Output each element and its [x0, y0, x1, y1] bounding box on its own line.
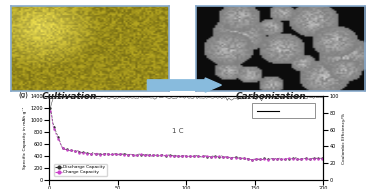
Text: (g): (g)	[19, 91, 29, 98]
Y-axis label: Specific Capacity in mAh g⁻¹: Specific Capacity in mAh g⁻¹	[23, 107, 27, 169]
Y-axis label: Coulombic Efficiency/%: Coulombic Efficiency/%	[342, 112, 346, 163]
Legend: Discharge Capacity, Charge Capacity: Discharge Capacity, Charge Capacity	[54, 164, 107, 176]
Text: Carbonization: Carbonization	[235, 92, 306, 101]
Text: 1 C: 1 C	[172, 128, 183, 134]
Bar	[252, 103, 315, 118]
Text: Cultivation: Cultivation	[42, 92, 97, 101]
FancyArrow shape	[147, 78, 221, 92]
